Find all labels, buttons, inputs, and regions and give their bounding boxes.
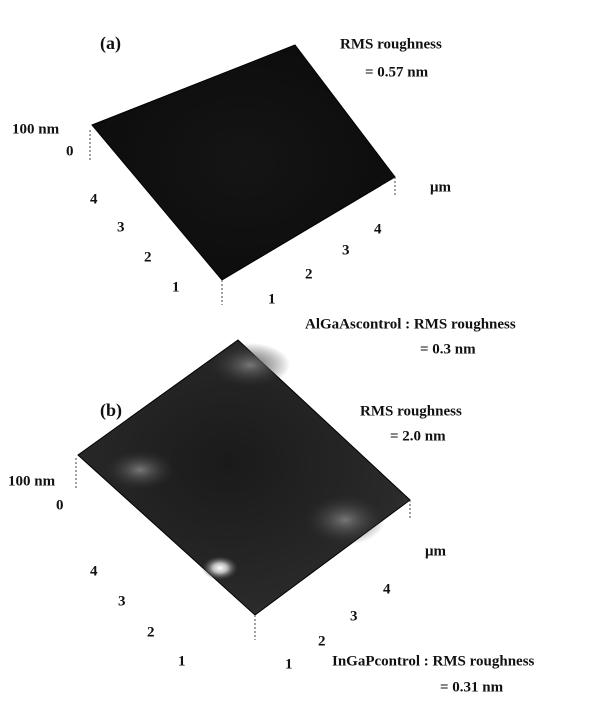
unit: μm — [430, 179, 452, 195]
tick: 2 — [147, 624, 155, 640]
texture — [105, 450, 175, 490]
z-top: 100 nm — [12, 121, 60, 137]
panel-label: (a) — [100, 33, 121, 54]
tick: 1 — [285, 656, 293, 672]
z-top: 100 nm — [8, 473, 56, 489]
texture — [305, 495, 385, 545]
tick: 4 — [90, 563, 98, 579]
control-value: = 0.3 nm — [420, 341, 476, 357]
tick: 3 — [118, 593, 126, 609]
texture — [210, 343, 290, 387]
control: AlGaAscontrol : RMS roughness — [305, 316, 516, 332]
rms-value: = 2.0 nm — [390, 428, 446, 444]
tick: 4 — [90, 191, 98, 207]
tick: 1 — [178, 653, 186, 669]
unit: μm — [425, 543, 447, 559]
tick: 1 — [172, 279, 180, 295]
tick: 2 — [144, 249, 152, 265]
z-zero: 0 — [66, 143, 74, 159]
control: InGaPcontrol : RMS roughness — [332, 653, 535, 669]
z-zero: 0 — [56, 497, 64, 513]
rms-title: RMS roughness — [360, 403, 462, 419]
tick: 2 — [305, 266, 313, 282]
rms-value: = 0.57 nm — [365, 64, 429, 80]
control-value: = 0.31 nm — [440, 679, 504, 695]
tick: 1 — [268, 291, 276, 307]
rms-title: RMS roughness — [340, 36, 442, 52]
tick: 3 — [117, 219, 125, 235]
figure: (a) RMS roughness = 0.57 nm 100 nm 0 μm … — [0, 0, 612, 722]
tick: 2 — [318, 633, 326, 649]
texture — [202, 556, 238, 580]
tick: 4 — [374, 221, 382, 237]
tick: 4 — [383, 581, 391, 597]
panel-b: (b) RMS roughness = 2.0 nm 100 nm 0 μm 4… — [8, 340, 535, 695]
afm-surface — [92, 45, 395, 280]
panel-a: (a) RMS roughness = 0.57 nm 100 nm 0 μm … — [12, 33, 516, 357]
panel-label: (b) — [100, 400, 122, 421]
tick: 3 — [350, 608, 358, 624]
tick: 3 — [342, 242, 350, 258]
